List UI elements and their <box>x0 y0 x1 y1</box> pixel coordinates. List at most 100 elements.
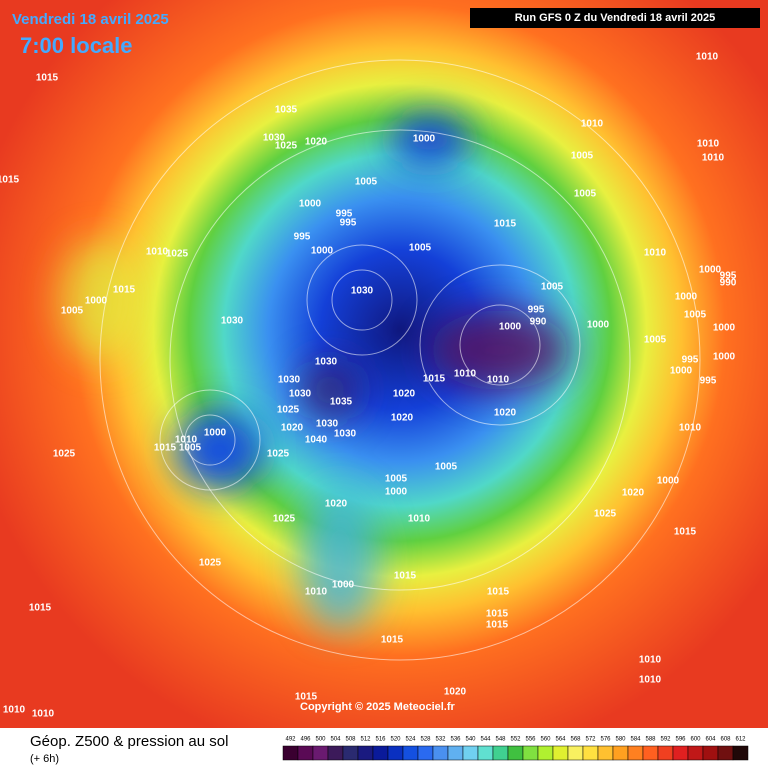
isobar-label: 995 <box>528 305 545 316</box>
isobars <box>99 59 701 661</box>
scale-cell <box>717 745 734 761</box>
scale-cell <box>312 745 329 761</box>
scale-label: 600 <box>690 737 701 743</box>
scale-label: 604 <box>705 737 716 743</box>
isobar-label: 1020 <box>391 413 414 424</box>
isobar-label: 1005 <box>355 177 378 188</box>
scale-label: 552 <box>510 737 521 743</box>
scale-label: 544 <box>480 737 491 743</box>
isobar-label: 1010 <box>696 52 719 63</box>
scale-label: 568 <box>570 737 581 743</box>
isobar-label: 1000 <box>713 352 736 363</box>
isobar-label: 1010 <box>697 139 720 150</box>
run-bar <box>470 8 760 28</box>
isobar-label: 1015 <box>494 219 517 230</box>
isobar-label: 1010 <box>408 514 431 525</box>
isobar-label: 1035 <box>275 105 298 116</box>
isobar-label: 1020 <box>281 423 304 434</box>
isobar-label: 1030 <box>278 375 301 386</box>
scale-cell <box>462 745 479 761</box>
scale-cell <box>372 745 389 761</box>
isobar-label: 1010 <box>146 247 169 258</box>
isobar-label: 1020 <box>393 389 416 400</box>
scale-label: 596 <box>675 737 686 743</box>
scale-cell <box>732 745 749 761</box>
isobar-label: 1010 <box>305 587 328 598</box>
isobar-label: 1015 <box>487 587 510 598</box>
field-blobs <box>60 115 570 630</box>
isobar-label: 995 <box>294 232 311 243</box>
scale-cell <box>657 745 674 761</box>
isobar-label: 1025 <box>53 449 76 460</box>
isobar-label: 995 <box>720 271 737 282</box>
isobar-label: 1000 <box>385 487 408 498</box>
scale-label: 520 <box>390 737 401 743</box>
isobar-label: 990 <box>530 317 547 328</box>
isobar-label: 1000 <box>657 476 680 487</box>
isobar-label: 1030 <box>351 286 374 297</box>
time: 7:00 locale <box>20 33 133 58</box>
scale-cell <box>552 745 569 761</box>
isobar-label: 1000 <box>311 246 334 257</box>
isobar-label: 995 <box>700 376 717 387</box>
scale-label: 516 <box>375 737 386 743</box>
isobar-label: 1000 <box>413 134 436 145</box>
scale-cell <box>612 745 629 761</box>
isobar-label: 1035 <box>330 397 353 408</box>
scale-label: 588 <box>645 737 656 743</box>
isobar-label: 1020 <box>444 687 467 698</box>
isobar-label: 1015 <box>381 635 404 646</box>
isobar-label: 1015 <box>486 609 509 620</box>
isobar-label: 1010 <box>702 153 725 164</box>
isobar-label: 1020 <box>494 408 517 419</box>
scale-cell <box>702 745 719 761</box>
isobar-label: 1005 <box>409 243 432 254</box>
scale-label: 556 <box>525 737 536 743</box>
scale-label: 592 <box>660 737 671 743</box>
isobar-label: 1025 <box>199 558 222 569</box>
forecast-step: (+ 6h) <box>30 753 59 765</box>
isobar-label: 1000 <box>499 322 522 333</box>
isobar-label: 1010 <box>487 375 510 386</box>
isobar-label: 1020 <box>622 488 645 499</box>
isobar-label: 1030 <box>315 357 338 368</box>
scale-label: 528 <box>420 737 431 743</box>
scale-cell <box>582 745 599 761</box>
scale-cell <box>492 745 509 761</box>
scale-cell <box>402 745 419 761</box>
isobar-label: 1030 <box>263 133 286 144</box>
copyright: Copyright © 2025 Meteociel.fr <box>300 701 456 713</box>
isobar-label: 1010 <box>175 435 198 446</box>
scale-cell <box>432 745 449 761</box>
scale-cell <box>477 745 494 761</box>
scale-label: 508 <box>345 737 356 743</box>
title: Vendredi 18 avril 2025 <box>12 11 169 28</box>
isobar-label: 1025 <box>166 249 189 260</box>
isobar-label: 1030 <box>334 429 357 440</box>
scale-cell <box>342 745 359 761</box>
isobar-label: 1005 <box>644 335 667 346</box>
scale-label: 540 <box>465 737 476 743</box>
isobar-label: 995 <box>336 209 353 220</box>
scale-cell <box>417 745 434 761</box>
scale-label: 548 <box>495 737 506 743</box>
isobar-label: 1015 <box>36 73 59 84</box>
scale-label: 608 <box>720 737 731 743</box>
isobar-label: 990 <box>720 278 737 289</box>
scale-cell <box>642 745 659 761</box>
isobar-label: 1015 <box>394 571 417 582</box>
isobar-label: 1010 <box>32 709 55 720</box>
isobar-label: 1005 <box>179 443 202 454</box>
isobar-label: 1020 <box>325 499 348 510</box>
scale-label: 564 <box>555 737 566 743</box>
scale-label: 536 <box>450 737 461 743</box>
isobar-label: 1010 <box>679 423 702 434</box>
scale-label: 512 <box>360 737 371 743</box>
isobar-label: 1010 <box>3 705 26 716</box>
scale-label: 576 <box>600 737 611 743</box>
isobar-label: 1025 <box>273 514 296 525</box>
scale-label: 504 <box>330 737 341 743</box>
isobar-label: 1015 <box>0 175 20 186</box>
isobar-label: 1025 <box>277 405 300 416</box>
scale-label: 612 <box>735 737 746 743</box>
